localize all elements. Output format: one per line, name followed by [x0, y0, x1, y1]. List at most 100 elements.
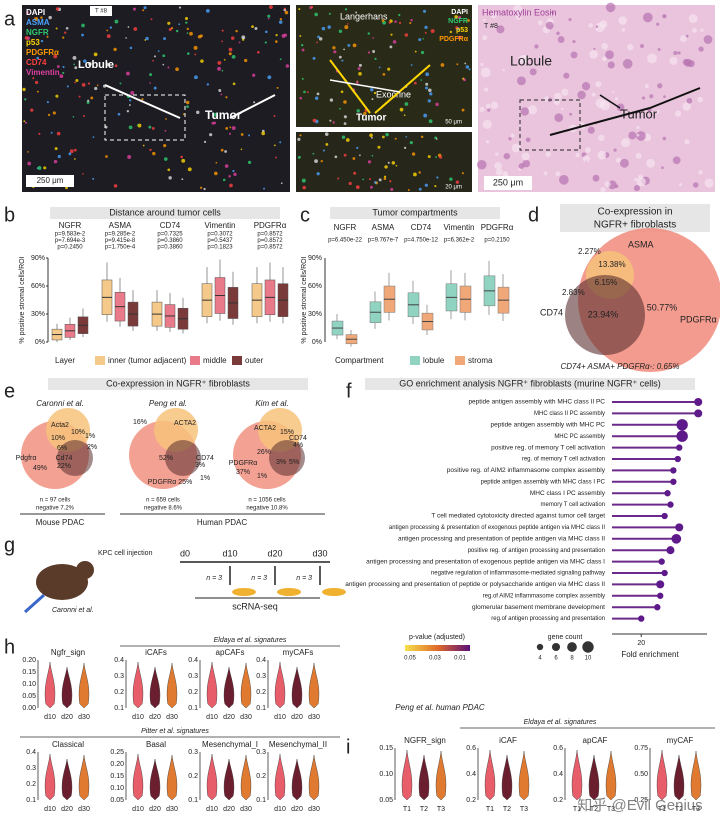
speckle	[66, 85, 69, 88]
speckle	[332, 46, 336, 50]
speckle	[449, 177, 453, 181]
speckle	[164, 129, 167, 132]
he-texture	[597, 150, 607, 160]
p-value: p=0.7325	[157, 232, 183, 238]
speckle	[407, 188, 410, 191]
speckle	[117, 112, 121, 116]
he-texture	[684, 139, 690, 145]
legend-title: Compartment	[335, 356, 384, 365]
panel-label: a	[4, 8, 16, 30]
cell-count: n = 1056 cells	[248, 498, 285, 504]
p-value: p=0.5437	[207, 238, 233, 244]
label: 23.94%	[588, 309, 619, 319]
p-value: p=0.8572	[257, 245, 283, 251]
source-label: Caronni et al.	[36, 399, 84, 408]
he-texture	[508, 137, 512, 141]
tag-bg	[90, 6, 112, 16]
label: CD74	[540, 307, 563, 317]
speckle	[378, 178, 382, 182]
speckle	[363, 111, 367, 116]
x-tick-label: T3	[692, 806, 700, 813]
he-texture	[598, 134, 605, 141]
speckle	[314, 12, 318, 17]
y-tick-label: 30%	[31, 311, 45, 318]
speckle	[181, 178, 184, 181]
speckle	[253, 101, 256, 104]
speckle	[54, 147, 58, 151]
label: Peng et al. human PDAC	[395, 703, 485, 712]
he-texture	[673, 50, 678, 56]
legend-entry: middle	[203, 356, 227, 365]
violin	[291, 666, 303, 709]
he-texture	[560, 107, 564, 111]
violin	[673, 754, 685, 801]
go-term: antigen processing and presentation of p…	[398, 536, 605, 543]
speckle	[299, 134, 302, 137]
go-term: reg.of AIM2 inflammasome complex assembl…	[483, 593, 605, 599]
violin	[240, 754, 252, 801]
cell-icon	[232, 588, 256, 596]
speckle	[162, 63, 165, 66]
y-tick-label: 30%	[308, 311, 322, 318]
panel-name: Classical	[52, 740, 84, 749]
speckle	[128, 104, 131, 107]
he-texture	[487, 108, 491, 112]
speckle	[347, 43, 351, 47]
speckle	[422, 37, 424, 40]
legend-entry: outer	[245, 356, 264, 365]
he-texture	[496, 25, 505, 34]
violin	[206, 661, 218, 709]
speckle	[343, 100, 347, 104]
panel-name: Mesenchymal_II	[269, 740, 327, 749]
he-texture	[605, 2, 616, 13]
p-value: p=0.3860	[157, 238, 183, 244]
speckle	[338, 29, 343, 33]
speckle	[297, 137, 301, 141]
speckle	[341, 135, 346, 139]
p-value: p=4.750e-12	[404, 238, 439, 244]
y-tick-label: 0.3	[188, 673, 198, 680]
speckle	[267, 17, 270, 20]
speckle	[346, 23, 349, 25]
channel-label: DAPI	[451, 9, 468, 16]
speckle	[278, 20, 283, 24]
speckle	[38, 132, 41, 135]
violin	[274, 661, 286, 709]
speckle	[377, 145, 381, 149]
speckle	[440, 63, 445, 67]
speckle	[467, 19, 470, 22]
label: 20 μm	[445, 185, 462, 191]
go-term: positive reg. of AIM2 inflammasome compl…	[447, 467, 606, 474]
speckle	[306, 91, 309, 94]
p-value: p=6.362e-2	[444, 238, 475, 244]
speckle	[343, 122, 347, 126]
speckle	[149, 73, 153, 77]
speckle	[165, 118, 167, 120]
speckle	[329, 119, 332, 122]
speckle	[47, 113, 51, 117]
label: 250 μm	[493, 177, 523, 187]
violin	[501, 754, 513, 801]
speckle	[141, 98, 144, 101]
speckle	[383, 177, 387, 181]
speckle	[132, 7, 136, 11]
speckle	[273, 144, 276, 147]
speckle	[355, 11, 358, 14]
legend-entry: 8	[570, 656, 574, 662]
speckle	[387, 67, 391, 71]
he-texture	[642, 12, 653, 23]
speckle	[275, 33, 278, 37]
speckle	[423, 113, 428, 118]
channel-label: ASMA	[26, 18, 50, 27]
speckle	[298, 8, 301, 11]
he-texture	[591, 92, 596, 97]
speckle	[46, 35, 49, 38]
speckle	[405, 136, 408, 138]
speckle	[151, 126, 155, 130]
x-tick-label: d20	[223, 714, 235, 721]
he-texture	[703, 35, 713, 44]
speckle	[352, 157, 356, 160]
speckle	[317, 35, 320, 39]
he-texture	[575, 152, 580, 158]
